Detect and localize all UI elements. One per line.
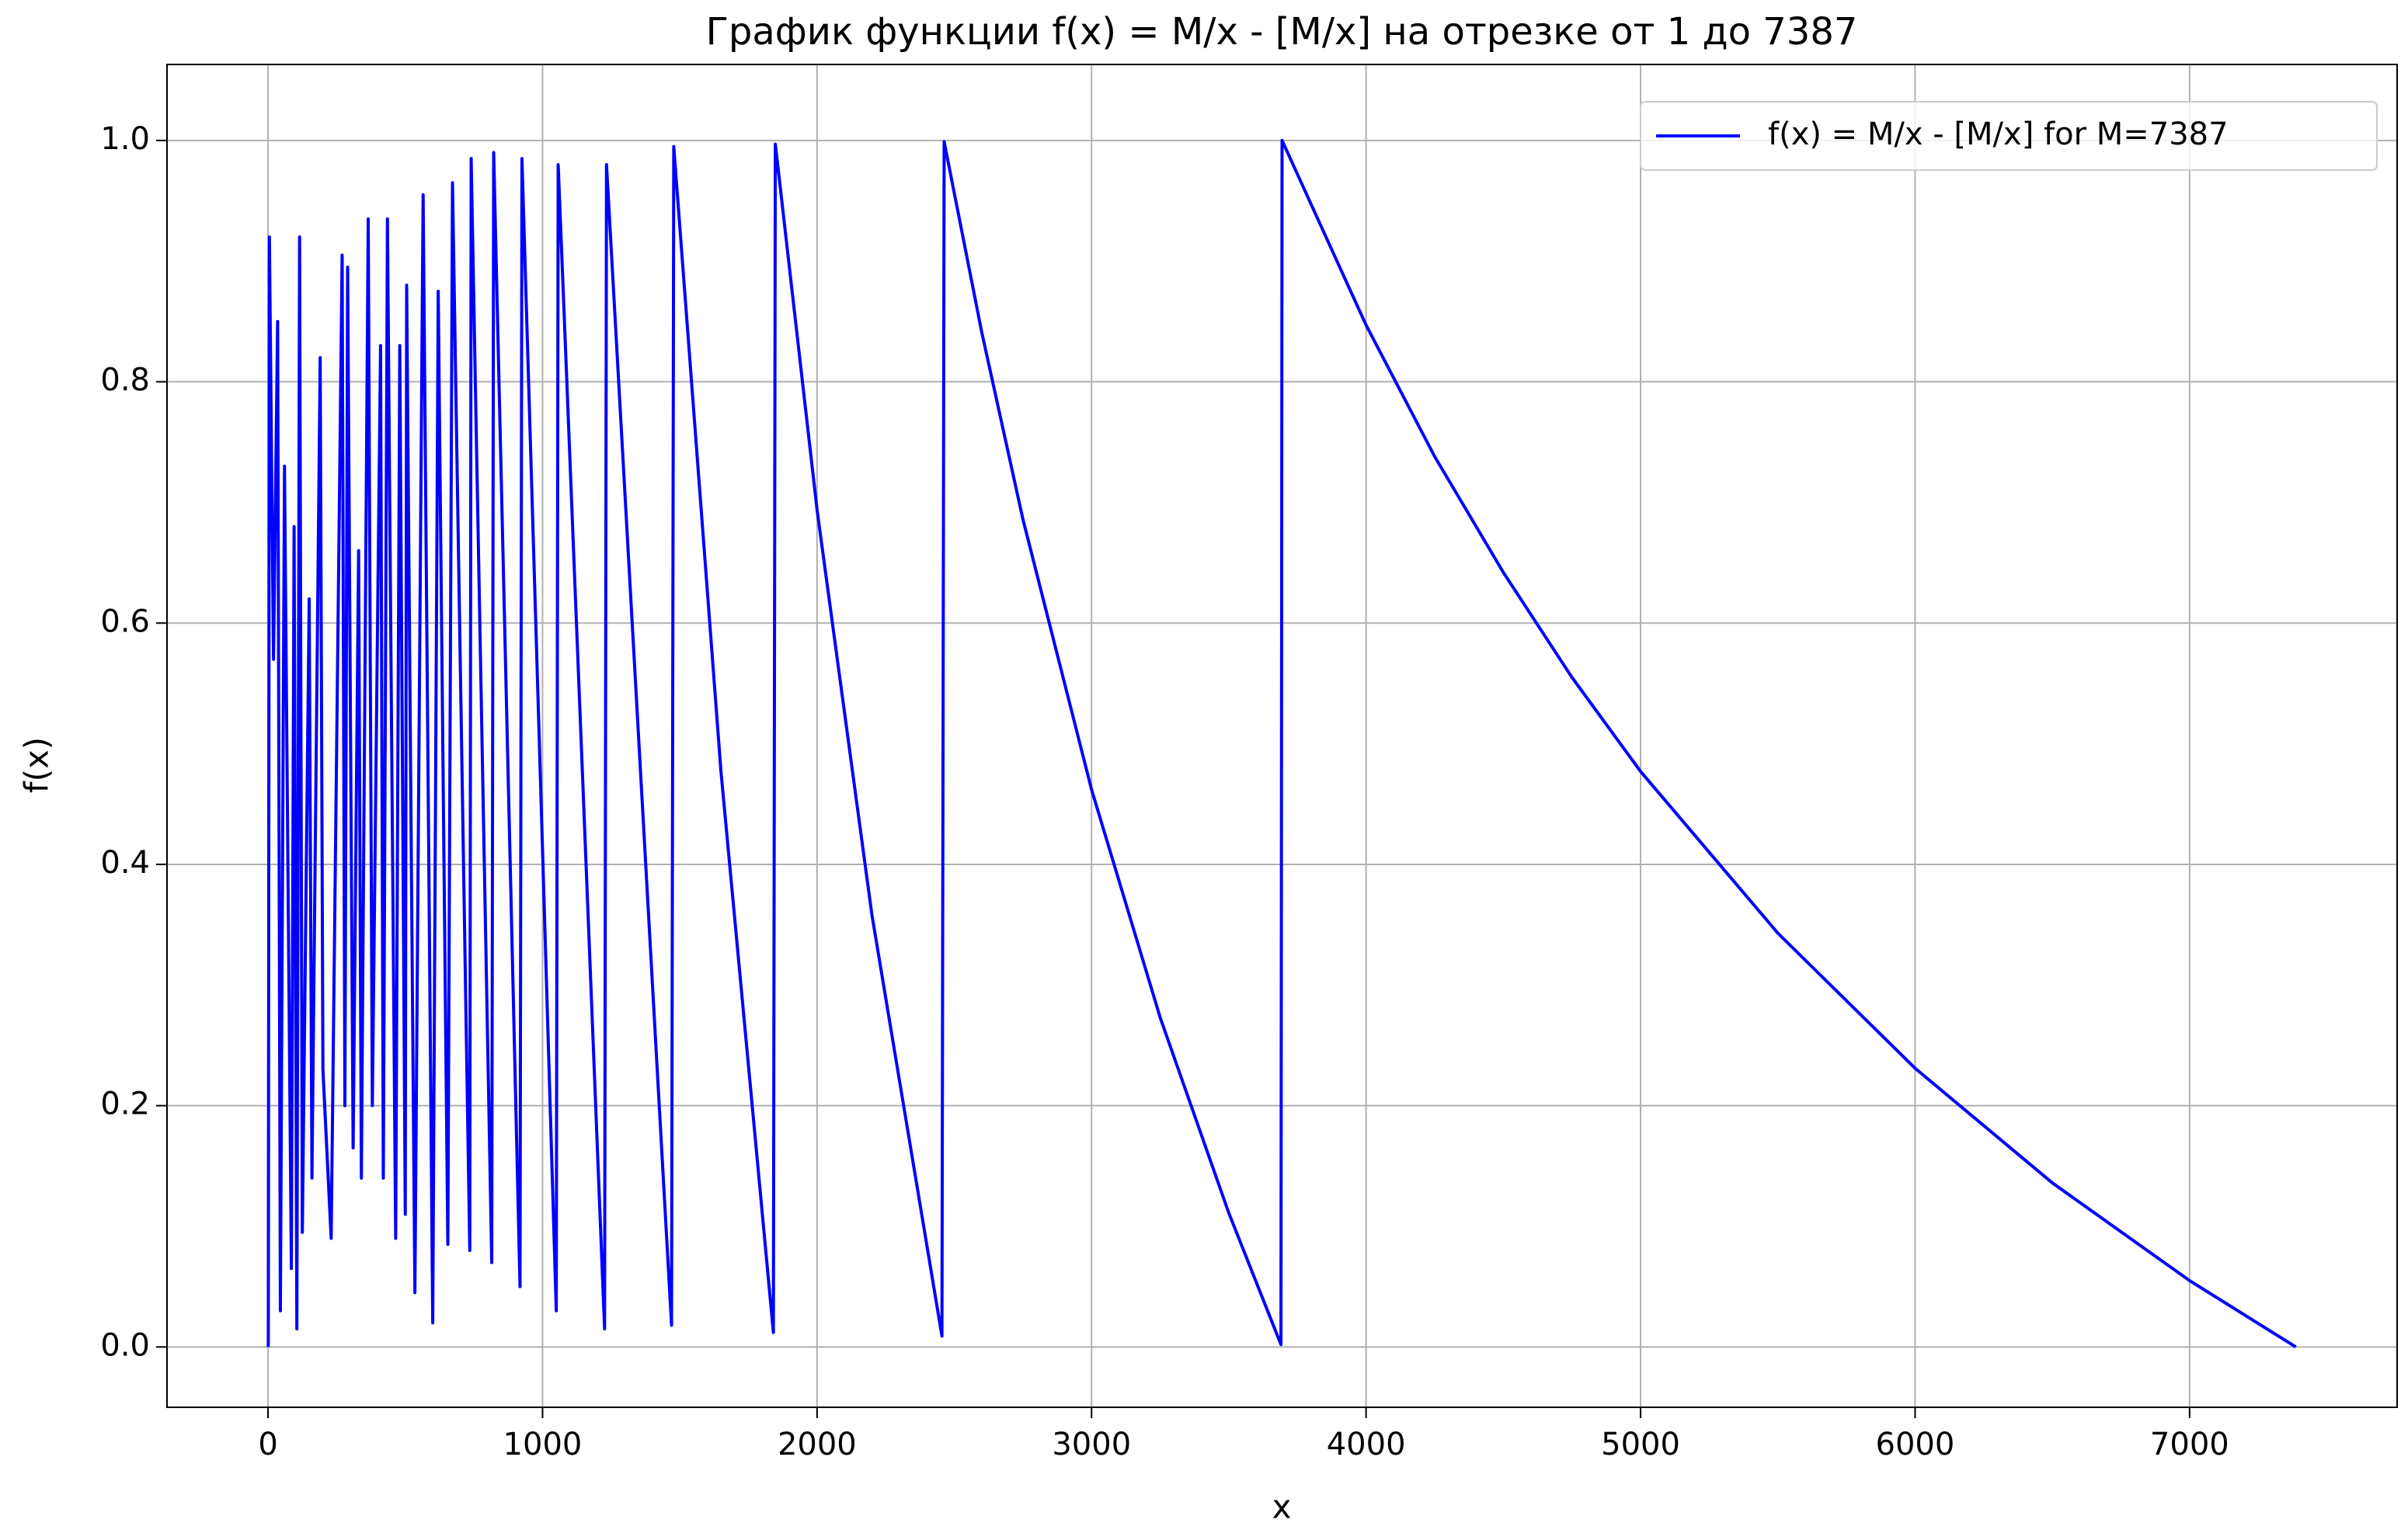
x-tick-label: 6000 [1876, 1427, 1955, 1462]
y-tick-label: 1.0 [100, 121, 150, 157]
x-tick-label: 1000 [503, 1427, 583, 1462]
legend-box [1640, 101, 2378, 171]
y-tick-label: 0.6 [100, 603, 150, 639]
x-tick-label: 4000 [1327, 1427, 1406, 1462]
legend-label: f(x) = M/x - [M/x] for M=7387 [1768, 116, 2229, 152]
y-tick-label: 0.8 [100, 363, 150, 398]
x-tick-label: 3000 [1052, 1427, 1131, 1462]
y-axis-label: f(x) [18, 737, 56, 793]
chart-title: График функции f(x) = M/x - [M/x] на отр… [706, 10, 1858, 54]
x-tick-label: 7000 [2150, 1427, 2229, 1462]
y-tick-label: 0.2 [100, 1087, 150, 1122]
plot-frame [166, 64, 2398, 1408]
x-tick-label: 5000 [1601, 1427, 1680, 1462]
y-tick-label: 0.0 [100, 1327, 150, 1363]
data-line [266, 138, 2297, 1349]
x-tick-label: 2000 [778, 1427, 857, 1462]
x-tick-label: 0 [258, 1427, 277, 1462]
x-axis-label: x [1272, 1488, 1292, 1526]
y-tick-label: 0.4 [100, 845, 150, 881]
